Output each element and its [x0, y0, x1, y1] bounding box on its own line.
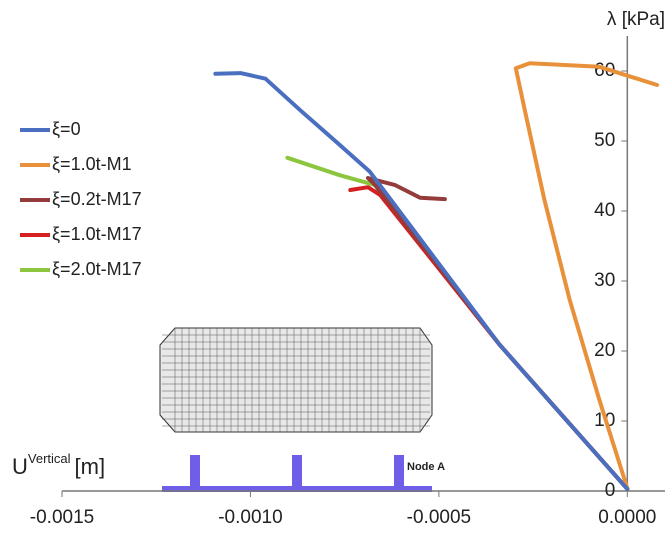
annotation: Node A — [407, 461, 445, 473]
y-tick-label: 20 — [594, 340, 615, 361]
y-tick-label: 50 — [594, 130, 615, 151]
legend-label: ξ=1.0t-M1 — [52, 154, 132, 174]
x-tick-label: 0.0000 — [598, 507, 656, 528]
chart: λ [kPa] UVertical [m] Node A -0.0015 -0.00… — [0, 0, 668, 538]
legend-label: ξ=0 — [52, 119, 81, 139]
x-label-sup: Vertical — [28, 451, 71, 466]
legend-label: ξ=2.0t-M17 — [52, 259, 142, 279]
y-tick-label: 40 — [594, 200, 615, 221]
series-line — [516, 63, 657, 488]
legend-label: ξ=0.2t-M17 — [52, 189, 142, 209]
x-tick-label: -0.0010 — [218, 507, 282, 528]
legend-label: ξ=1.0t-M17 — [52, 224, 142, 244]
y-tick-label: 30 — [594, 270, 615, 291]
y-axis-label: λ [kPa] — [607, 9, 665, 30]
y-tick-label: 0 — [605, 480, 616, 501]
fem-model — [160, 328, 432, 492]
x-tick-label: -0.0015 — [30, 507, 94, 528]
x-axis-label: UVertical [m] — [12, 451, 105, 478]
x-label-unit: [m] — [75, 454, 106, 479]
x-label-base: U — [12, 454, 28, 479]
x-tick-label: -0.0005 — [407, 507, 471, 528]
